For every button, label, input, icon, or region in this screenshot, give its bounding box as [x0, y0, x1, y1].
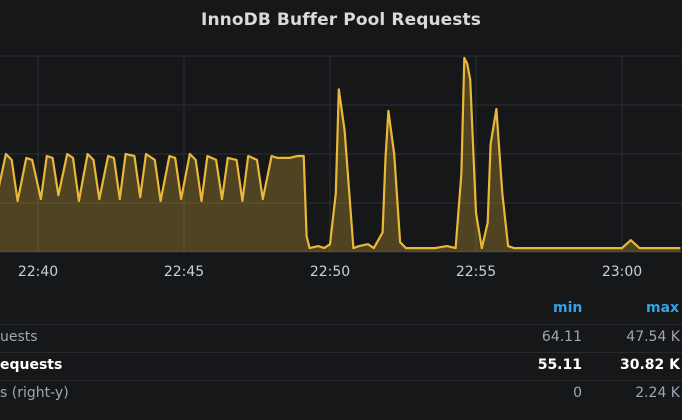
legend-header-min[interactable]: min	[553, 300, 583, 316]
x-tick-label-1: 22:45	[163, 264, 205, 280]
panel-title[interactable]: InnoDB Buffer Pool Requests	[201, 10, 481, 30]
legend-max-value: 30.82 K	[619, 357, 680, 373]
legend-header-max[interactable]: max	[646, 300, 680, 316]
legend-max-value: 2.24 K	[635, 385, 680, 401]
series-line-0	[0, 56, 681, 250]
legend-series-name: s (right-y)	[0, 385, 69, 401]
x-tick-label-4: 23:00	[601, 264, 643, 280]
x-tick-label-0: 22:40	[17, 264, 59, 280]
x-tick-label-2: 22:50	[309, 264, 351, 280]
chart-series	[0, 56, 681, 252]
legend-max-value: 47.54 K	[626, 329, 680, 345]
legend-min-value: 64.11	[541, 329, 582, 345]
legend-min-value: 0	[573, 385, 582, 401]
series-area-0	[0, 58, 681, 252]
legend-series-name: equests	[0, 357, 63, 373]
legend-row-1[interactable]: uests 64.11 47.54 K	[0, 324, 682, 351]
legend-row-3[interactable]: s (right-y) 0 2.24 K	[0, 380, 682, 407]
legend-min-value: 55.11	[537, 357, 582, 373]
x-tick-label-3: 22:55	[455, 264, 497, 280]
legend-row-2[interactable]: equests 55.11 30.82 K	[0, 352, 682, 379]
legend-series-name: uests	[0, 329, 38, 345]
